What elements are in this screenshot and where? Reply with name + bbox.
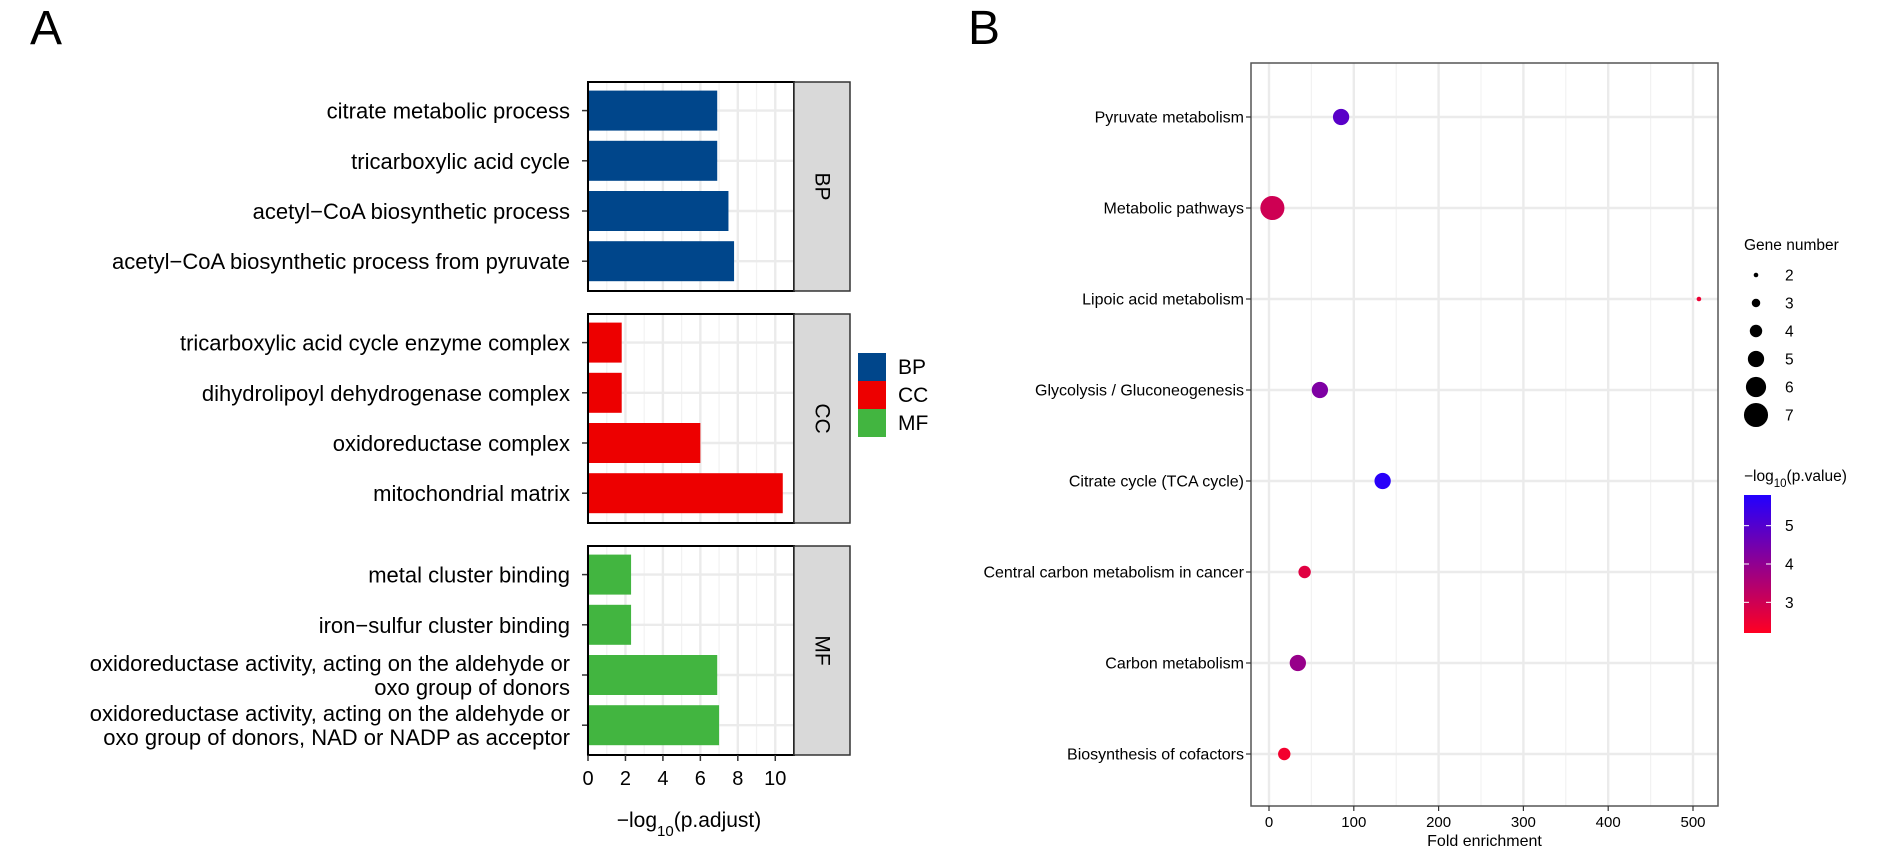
category-label: citrate metabolic process [327, 99, 570, 124]
point-6 [1298, 565, 1311, 579]
size-legend-label: 7 [1785, 408, 1794, 425]
color-legend-title-tail: (p.value) [1787, 468, 1847, 485]
x-axis-title: −log10(p.adjust) [617, 809, 762, 840]
bar-bp-1 [588, 90, 718, 131]
x-tick-label: 400 [1596, 814, 1621, 831]
pathway-label: Carbon metabolism [1105, 656, 1244, 673]
color-legend-title-main: −log [1744, 468, 1774, 485]
pathway-label: Citrate cycle (TCA cycle) [1069, 474, 1244, 491]
pathway-label: Lipoic acid metabolism [1082, 292, 1244, 309]
size-legend-key [1751, 298, 1761, 308]
size-legend-key [1745, 376, 1767, 398]
go-enrichment-bar-chart: citrate metabolic process tricarboxylic a… [90, 81, 928, 840]
panel-label-b: B [968, 2, 1000, 55]
point-4 [1311, 381, 1329, 399]
category-label: tricarboxylic acid cycle enzyme complex [180, 331, 570, 356]
legend-key-mf [858, 409, 886, 437]
color-legend-title: −log10(p.value) [1744, 468, 1847, 490]
x-tick-label: 0 [1265, 814, 1273, 831]
facet-strip [793, 313, 851, 524]
x-tick-label: 8 [732, 768, 743, 790]
category-label: oxo group of donors [374, 675, 570, 700]
legend-label-cc: CC [898, 384, 928, 407]
size-legend-key [1743, 402, 1769, 428]
x-tick-label: 100 [1341, 814, 1366, 831]
category-label: acetyl−CoA biosynthetic process [253, 199, 570, 224]
category-label: dihydrolipoyl dehydrogenase complex [202, 381, 570, 406]
size-legend-label: 3 [1785, 296, 1794, 313]
point-3 [1696, 296, 1702, 302]
size-legend-key [1749, 324, 1763, 338]
facet-strip-label: MF [811, 635, 834, 665]
category-label: tricarboxylic acid cycle [351, 149, 570, 174]
bar-mf-2 [588, 604, 632, 645]
panel-label-a: A [30, 2, 62, 55]
size-legend-key [1747, 350, 1765, 368]
bar-mf-4 [588, 705, 720, 746]
size-legend-label: 2 [1785, 268, 1794, 285]
legend-label-bp: BP [898, 356, 926, 379]
kegg-enrichment-dot-plot: Pyruvate metabolism Metabolic pathways Lip… [983, 62, 1847, 850]
bar-cc-4 [588, 473, 783, 514]
plot-panel-border [1250, 62, 1719, 807]
x-tick-label: 500 [1680, 814, 1705, 831]
color-bar-label: 5 [1785, 518, 1794, 535]
pathway-label: Glycolysis / Gluconeogenesis [1035, 383, 1244, 400]
category-label: oxidoreductase complex [333, 431, 570, 456]
facet-strip [793, 81, 851, 292]
size-legend-key [1753, 272, 1759, 278]
point-8 [1278, 747, 1291, 761]
size-legend-label: 6 [1785, 380, 1794, 397]
bar-bp-4 [588, 241, 735, 282]
legend-key-bp [858, 353, 886, 381]
bar-bp-3 [588, 191, 729, 231]
x-tick-label: 2 [620, 768, 631, 790]
x-tick-label: 200 [1426, 814, 1451, 831]
color-bar-label: 4 [1785, 557, 1794, 574]
category-label: acetyl−CoA biosynthetic process from pyr… [112, 249, 570, 274]
bar-bp-2 [588, 140, 718, 181]
x-tick-label: 4 [657, 768, 668, 790]
x-tick-label: 6 [695, 768, 706, 790]
pathway-label: Pyruvate metabolism [1095, 110, 1244, 127]
facet-strip-label: BP [811, 172, 834, 200]
facet-strip-label: CC [811, 403, 834, 433]
legend-key-cc [858, 381, 886, 409]
category-label: oxidoreductase activity, acting on the a… [90, 651, 570, 676]
point-5 [1374, 472, 1391, 490]
x-axis-title-subscript: 10 [657, 823, 674, 840]
color-legend-title-subscript: 10 [1774, 478, 1787, 490]
point-1 [1332, 108, 1350, 126]
pathway-label: Central carbon metabolism in cancer [983, 565, 1244, 582]
bar-cc-3 [588, 423, 701, 463]
x-axis-title-main: −log [617, 809, 657, 832]
point-7 [1289, 654, 1306, 672]
legend-label-mf: MF [898, 412, 928, 435]
category-label: metal cluster binding [368, 563, 570, 588]
category-label: oxidoreductase activity, acting on the a… [90, 701, 570, 726]
size-legend-label: 5 [1785, 352, 1794, 369]
bar-mf-1 [588, 554, 632, 595]
category-label: mitochondrial matrix [373, 481, 570, 506]
pathway-label: Biosynthesis of cofactors [1067, 747, 1244, 764]
facet-strip [793, 545, 851, 756]
size-legend-label: 4 [1785, 324, 1794, 341]
size-legend-title: Gene number [1744, 237, 1839, 254]
bar-mf-3 [588, 655, 718, 695]
pathway-label: Metabolic pathways [1103, 201, 1244, 218]
point-2 [1260, 195, 1285, 221]
x-axis-title: Fold enrichment [1427, 833, 1542, 850]
bar-cc-2 [588, 372, 622, 413]
x-tick-label: 10 [764, 768, 786, 790]
color-bar-label: 3 [1785, 595, 1794, 612]
x-tick-label: 300 [1511, 814, 1536, 831]
x-tick-label: 0 [582, 768, 593, 790]
bar-cc-1 [588, 322, 622, 363]
category-label: iron−sulfur cluster binding [319, 613, 570, 638]
category-label: oxo group of donors, NAD or NADP as acce… [103, 725, 570, 750]
x-axis-title-tail: (p.adjust) [674, 809, 762, 832]
